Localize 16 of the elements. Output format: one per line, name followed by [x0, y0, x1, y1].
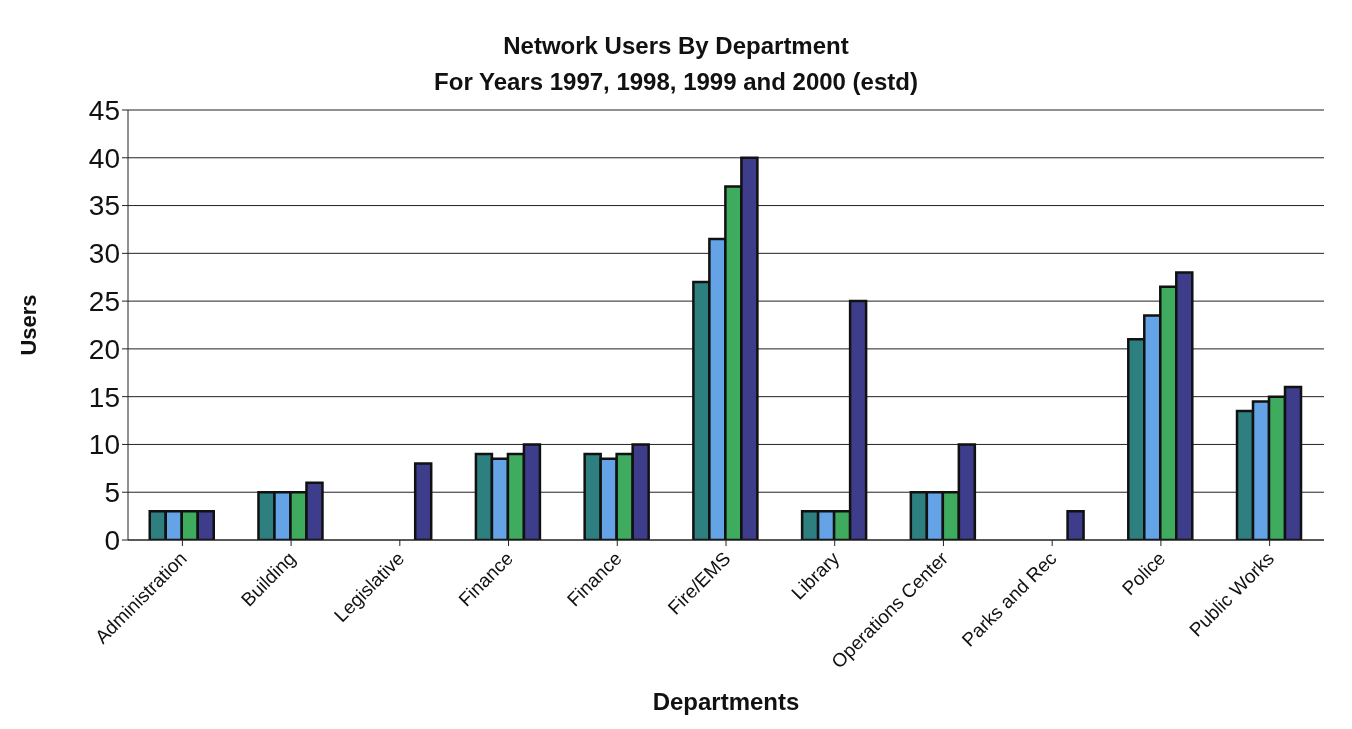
y-tick-label: 0: [104, 524, 120, 556]
y-tick-label: 25: [88, 286, 120, 318]
y-axis-title: Users: [15, 294, 41, 356]
chart-title: Network Users By Department: [502, 31, 850, 61]
y-tick-label: 35: [88, 190, 120, 222]
y-tick-label: 30: [88, 238, 120, 270]
y-tick-label: 45: [88, 94, 120, 126]
y-tick-label: 5: [104, 477, 120, 509]
y-tick-label: 20: [88, 333, 120, 365]
y-tick-label: 10: [88, 429, 120, 461]
x-axis-title: Departments: [652, 688, 800, 715]
y-tick-label: 15: [88, 381, 120, 413]
chart-subtitle: For Years 1997, 1998, 1999 and 2000 (estd): [434, 68, 918, 95]
y-tick-label: 40: [88, 142, 120, 174]
bar: [1066, 510, 1085, 540]
bar: [413, 462, 433, 540]
